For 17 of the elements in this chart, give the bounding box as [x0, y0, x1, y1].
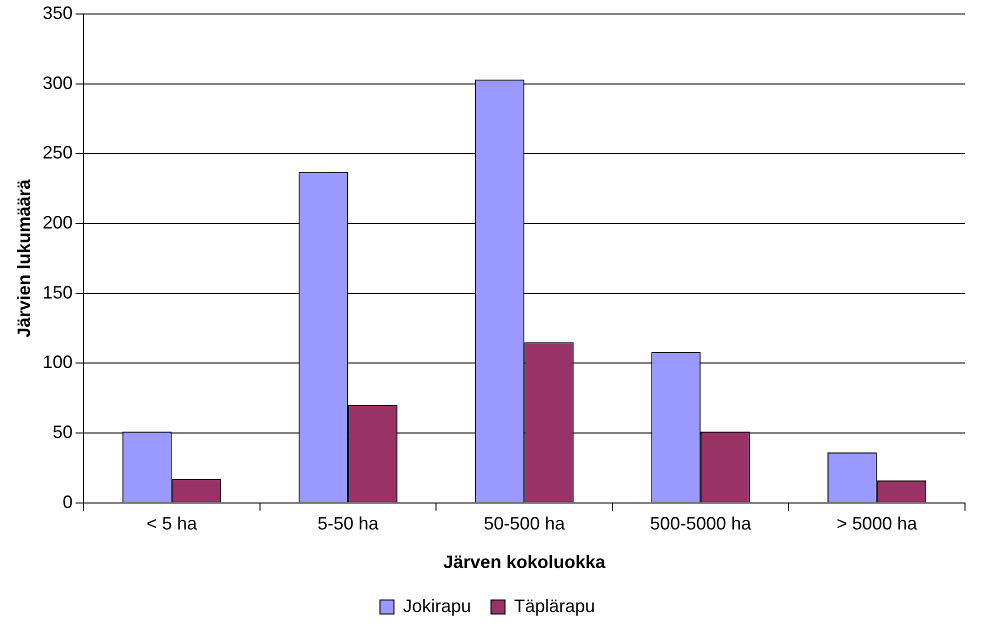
- x-axis-title: Järven kokoluokka: [443, 552, 606, 572]
- legend-label: Täplärapu: [514, 596, 596, 616]
- y-axis-title: Järvien lukumäärä: [14, 178, 34, 338]
- legend-label: Jokirapu: [402, 596, 471, 616]
- y-tick-label: 200: [42, 212, 73, 232]
- y-tick-label: 350: [42, 2, 73, 23]
- x-tick-label: 500-5000 ha: [650, 514, 752, 534]
- y-tick-label: 0: [62, 492, 73, 512]
- x-tick-label: > 5000 ha: [836, 514, 918, 534]
- y-tick-label: 50: [52, 422, 73, 442]
- y-tick-label: 100: [42, 352, 73, 372]
- y-tick-label: 250: [42, 142, 73, 163]
- x-tick-label: 5-50 ha: [318, 514, 380, 534]
- y-tick-label: 150: [42, 282, 73, 302]
- x-tick-label: 50-500 ha: [484, 514, 566, 534]
- y-tick-label: 300: [42, 72, 73, 93]
- x-tick-label: < 5 ha: [146, 514, 198, 534]
